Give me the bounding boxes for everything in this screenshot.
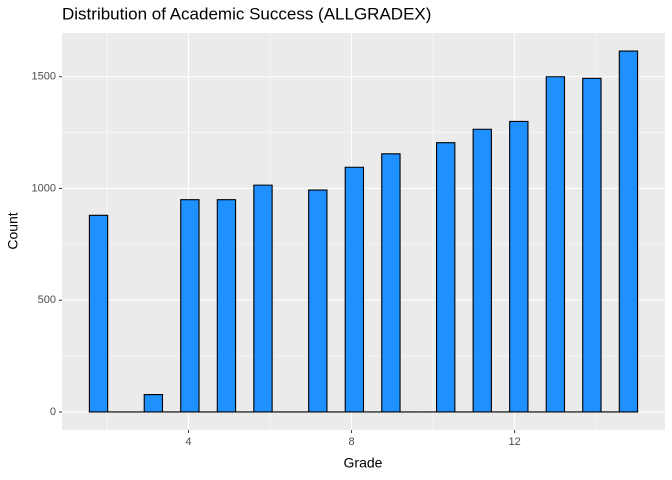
bar — [308, 189, 328, 413]
x-tick-label: 12 — [508, 436, 520, 448]
bar — [381, 153, 401, 413]
bar — [88, 214, 109, 413]
bar — [509, 120, 529, 413]
bar — [472, 128, 492, 413]
bars — [88, 50, 639, 413]
y-tick-label: 500 — [38, 294, 56, 306]
chart-title: Distribution of Academic Success (ALLGRA… — [62, 4, 431, 23]
y-axis-title: Count — [5, 212, 21, 249]
bar — [436, 142, 456, 413]
y-tick-label: 0 — [50, 406, 56, 418]
bar — [253, 184, 273, 413]
bar — [582, 77, 602, 413]
bar — [344, 166, 365, 413]
y-tick-label: 1000 — [32, 182, 56, 194]
y-tick-label: 1500 — [32, 71, 56, 83]
bar — [216, 199, 237, 413]
x-tick-label: 8 — [348, 436, 354, 448]
bar — [618, 50, 639, 413]
bar — [143, 393, 164, 413]
bar — [180, 199, 200, 413]
x-axis-title: Grade — [344, 455, 383, 471]
bar — [545, 76, 566, 413]
x-tick-label: 4 — [185, 436, 191, 448]
